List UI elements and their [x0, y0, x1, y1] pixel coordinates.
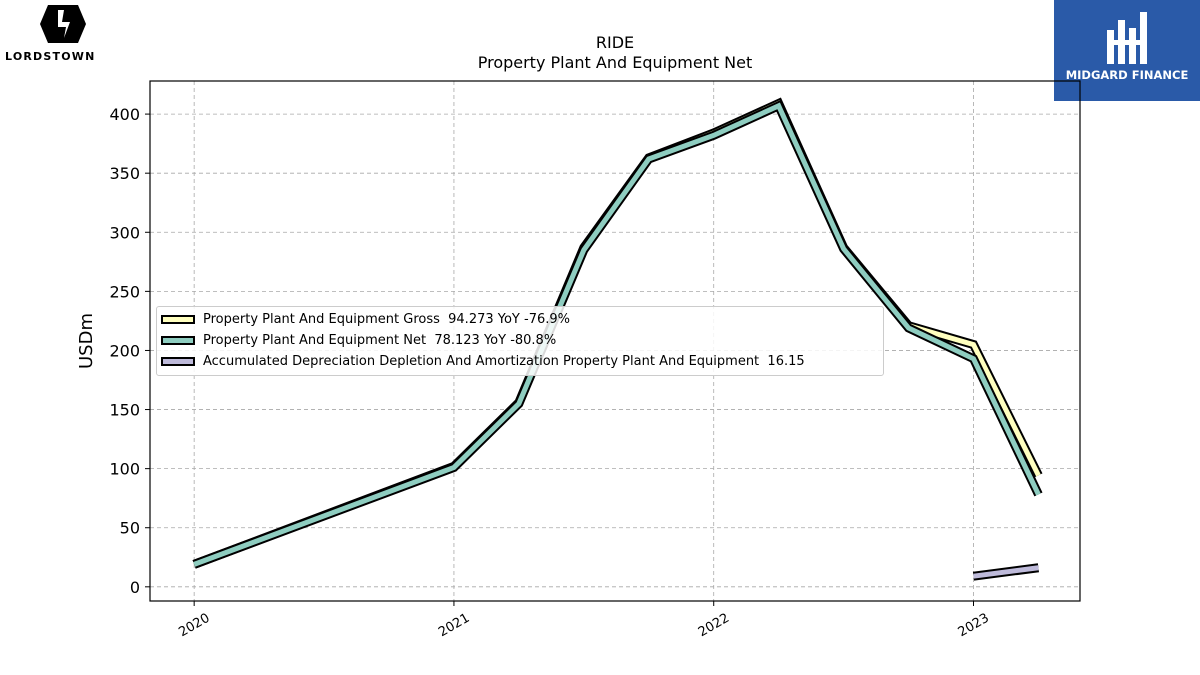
- legend: Property Plant And Equipment Gross 94.27…: [156, 306, 884, 376]
- x-tick-label: 2021: [436, 611, 472, 641]
- y-tick-label: 200: [109, 341, 140, 360]
- x-tick-label: 2023: [956, 611, 992, 641]
- y-tick-label: 300: [109, 223, 140, 242]
- chart-subtitle: Property Plant And Equipment Net: [478, 53, 753, 72]
- lordstown-logo: LORDSTOWN: [0, 0, 125, 70]
- legend-label-depreciation: Accumulated Depreciation Depletion And A…: [203, 353, 805, 369]
- midgard-finance-logo: MIDGARD FINANCE: [1054, 0, 1200, 101]
- legend-swatch-gross: [161, 314, 195, 324]
- x-axis: 2020 2021 2022 2023: [176, 601, 992, 641]
- series-layer: [192, 97, 1043, 581]
- legend-item-net: Property Plant And Equipment Net 78.123 …: [161, 331, 556, 349]
- legend-swatch-depreciation: [161, 356, 195, 366]
- x-tick-label: 2022: [696, 611, 732, 641]
- chart-title: RIDE: [596, 33, 634, 52]
- legend-label-gross: Property Plant And Equipment Gross 94.27…: [203, 311, 570, 327]
- midgard-emblem-icon: [1107, 12, 1147, 64]
- y-axis: 0 50 100 150 200 250 300 350 400: [109, 105, 150, 597]
- y-axis-label: USDm: [76, 313, 97, 369]
- y-tick-label: 400: [109, 105, 140, 124]
- series-line-1: [193, 102, 1041, 567]
- plot-frame: [149, 80, 1081, 602]
- midgard-wordmark: MIDGARD FINANCE: [1065, 68, 1189, 82]
- y-tick-label: 150: [109, 401, 140, 420]
- x-tick-label: 2020: [176, 611, 212, 641]
- lordstown-wordmark: LORDSTOWN: [5, 50, 96, 63]
- y-tick-label: 100: [109, 460, 140, 479]
- lordstown-emblem-icon: [40, 5, 86, 43]
- y-tick-label: 50: [120, 519, 140, 538]
- legend-item-gross: Property Plant And Equipment Gross 94.27…: [161, 310, 570, 328]
- series-line-2: [973, 565, 1039, 579]
- y-tick-label: 0: [130, 578, 140, 597]
- legend-swatch-net: [161, 335, 195, 345]
- y-tick-label: 350: [109, 164, 140, 183]
- legend-item-depreciation: Accumulated Depreciation Depletion And A…: [161, 352, 805, 370]
- y-tick-label: 250: [109, 282, 140, 301]
- legend-label-net: Property Plant And Equipment Net 78.123 …: [203, 332, 557, 348]
